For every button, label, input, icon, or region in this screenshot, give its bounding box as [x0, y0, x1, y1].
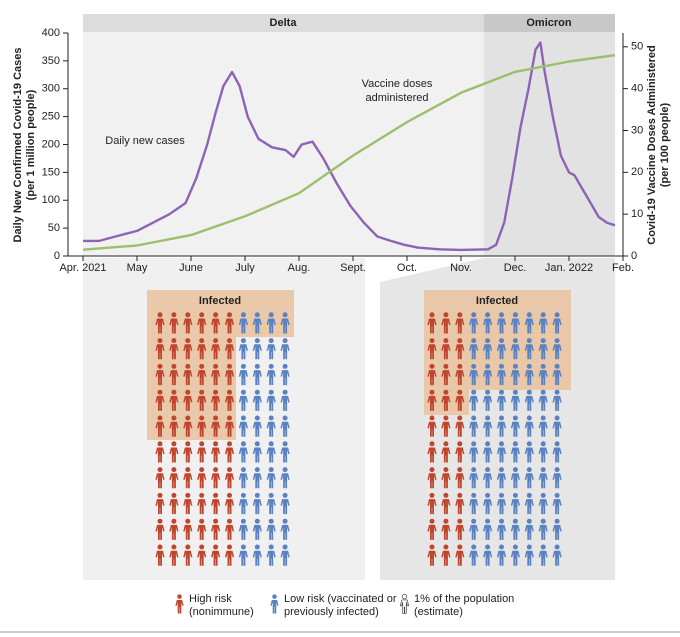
series-line: [83, 41, 616, 252]
x-tick-label: Apr. 2021: [59, 262, 106, 274]
y2-axis-title-line: Covid-19 Vaccine Doses Administered: [646, 45, 658, 245]
legend-label: (estimate): [414, 606, 463, 618]
x-tick-label: Nov.: [450, 262, 472, 274]
omicron-projection: [380, 258, 615, 282]
y2-tick-label: 50: [631, 41, 643, 53]
legend-label: (nonimmune): [189, 606, 254, 618]
x-tick-label: Aug.: [288, 262, 311, 274]
y2-axis-title: Covid-19 Vaccine Doses Administered (per…: [646, 45, 671, 245]
y-tick-label: 50: [48, 222, 60, 234]
y-tick-label: 200: [42, 138, 60, 150]
delta-header: [83, 14, 484, 32]
legend-icon: [270, 594, 279, 614]
legend-label: previously infected): [284, 606, 379, 618]
legend-label: Low risk (vaccinated or: [284, 593, 397, 605]
y-axis-title: Daily New Confirmed Covid-19 Cases (per …: [12, 47, 37, 242]
y2-tick-label: 30: [631, 124, 643, 136]
series-line: [82, 54, 616, 251]
y-tick-label: 250: [42, 111, 60, 123]
x-tick-label: July: [235, 262, 255, 274]
phase-label: Delta: [270, 17, 298, 29]
risk-panels: Infected Infected: [147, 290, 571, 566]
y-tick-label: 300: [42, 83, 60, 95]
y2-axis-title-line: (per 100 people): [659, 102, 671, 187]
infected-label: Infected: [476, 295, 518, 307]
y2-tick-label: 0: [631, 250, 637, 262]
y2-tick-label: 40: [631, 83, 643, 95]
infected-box: [147, 290, 294, 440]
x-tick-label: May: [127, 262, 148, 274]
y2-tick-label: 20: [631, 166, 643, 178]
y-tick-label: 0: [54, 250, 60, 262]
y2-tick-label: 10: [631, 208, 643, 220]
legend: High risk(nonimmune) Low risk (vaccinated…: [175, 593, 514, 618]
legend-icon: [175, 594, 184, 614]
x-tick-label: Feb.: [612, 262, 634, 274]
y-tick-label: 150: [42, 166, 60, 178]
y-axis-title-line: (per 1 million people): [25, 89, 37, 200]
x-tick-label: Oct.: [397, 262, 417, 274]
phase-label: Omicron: [526, 17, 572, 29]
y-tick-label: 350: [42, 55, 60, 67]
infected-label: Infected: [199, 295, 241, 307]
y-tick-label: 100: [42, 194, 60, 206]
omicron-header: [484, 14, 615, 32]
delta-band: [83, 14, 484, 256]
y-tick-label: 400: [42, 27, 60, 39]
x-tick-label: Sept.: [340, 262, 366, 274]
x-tick-label: Jan. 2022: [545, 262, 593, 274]
background: [83, 14, 615, 580]
legend-label: 1% of the population: [414, 593, 514, 605]
annotation: administered: [366, 92, 429, 104]
annotation: Daily new cases: [105, 135, 185, 147]
legend-label: High risk: [189, 593, 232, 605]
y-axis-title-line: Daily New Confirmed Covid-19 Cases: [12, 47, 24, 242]
x-tick-label: June: [179, 262, 203, 274]
x-tick-label: Dec.: [504, 262, 527, 274]
legend-icon: [400, 594, 409, 614]
annotation: Vaccine doses: [362, 78, 433, 90]
